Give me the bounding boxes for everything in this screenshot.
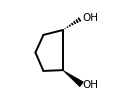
- Text: OH: OH: [82, 13, 98, 23]
- Text: OH: OH: [82, 80, 98, 90]
- Polygon shape: [62, 70, 83, 87]
